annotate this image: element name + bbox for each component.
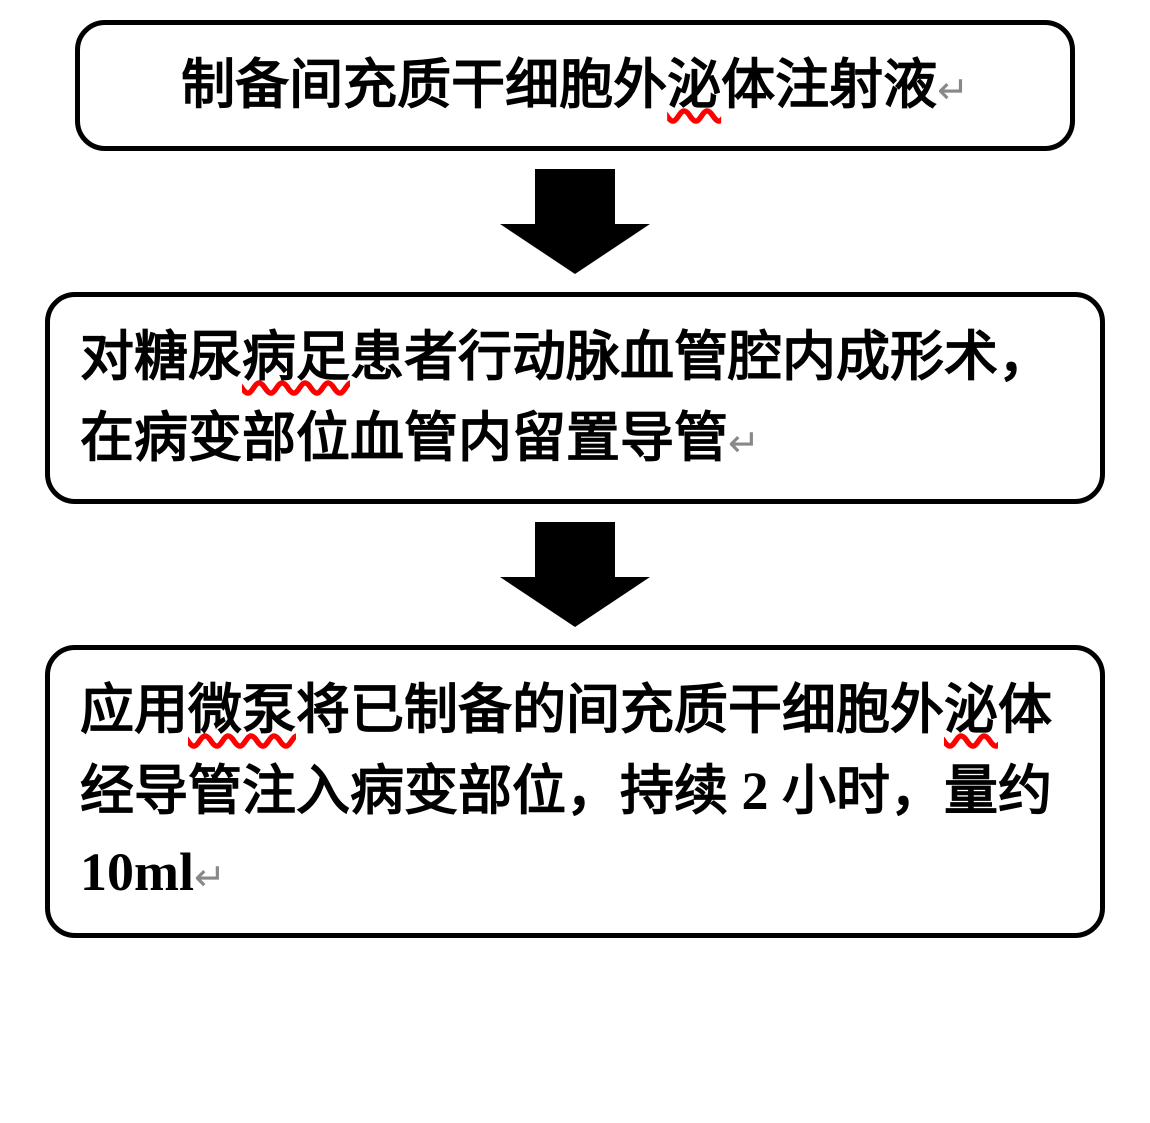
flowchart-container: 制备间充质干细胞外泌体注射液↵ 对糖尿病足患者行动脉血管腔内成形术，在病变部位血… xyxy=(0,20,1150,938)
step1-text-a: 制备间充质干细胞外 xyxy=(181,55,667,115)
flow-step-1: 制备间充质干细胞外泌体注射液↵ xyxy=(75,20,1075,151)
step1-return: ↵ xyxy=(937,70,969,112)
step3-text-b-underlined: 微泵 xyxy=(188,680,296,740)
step3-text-c: 将已制备的间充质干细胞外 xyxy=(296,680,944,740)
arrow-2-head xyxy=(500,577,650,627)
step2-text-a: 对糖尿 xyxy=(80,327,242,387)
step3-return: ↵ xyxy=(194,857,226,899)
step3-text-d-underlined: 泌 xyxy=(944,680,998,740)
step1-text-c: 体注射液 xyxy=(721,55,937,115)
arrow-2-shaft xyxy=(535,522,615,577)
flow-step-2: 对糖尿病足患者行动脉血管腔内成形术，在病变部位血管内留置导管↵ xyxy=(45,292,1105,504)
step2-return: ↵ xyxy=(728,423,760,465)
step1-text-b-underlined: 泌 xyxy=(667,55,721,115)
arrow-1 xyxy=(500,169,650,274)
arrow-1-shaft xyxy=(535,169,615,224)
step2-text-b-underlined: 病足 xyxy=(242,327,350,387)
flow-step-3: 应用微泵将已制备的间充质干细胞外泌体经导管注入病变部位，持续 2 小时，量约 1… xyxy=(45,645,1105,938)
arrow-1-head xyxy=(500,224,650,274)
arrow-2 xyxy=(500,522,650,627)
step3-text-a: 应用 xyxy=(80,680,188,740)
